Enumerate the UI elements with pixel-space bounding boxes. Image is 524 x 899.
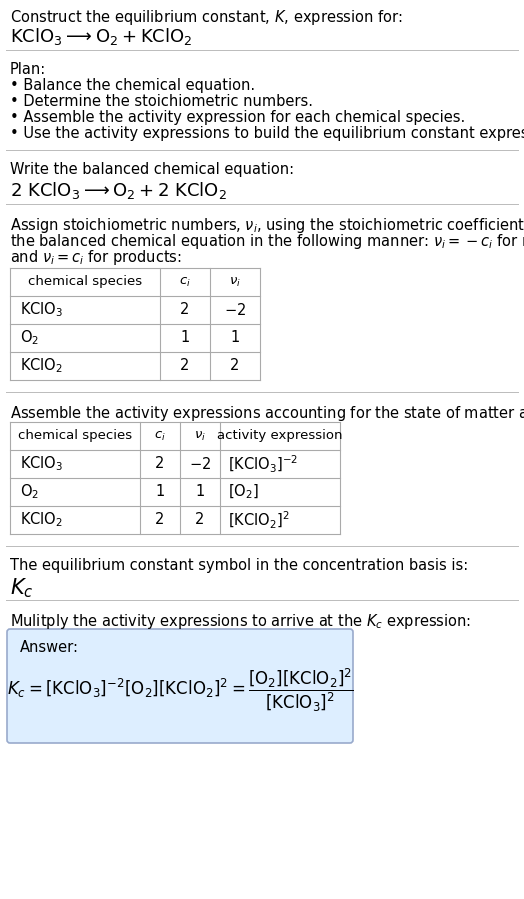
Text: $\mathrm{KClO_3}$: $\mathrm{KClO_3}$ bbox=[20, 455, 63, 474]
Text: $\mathrm{KClO_3}$: $\mathrm{KClO_3}$ bbox=[20, 300, 63, 319]
Text: 2: 2 bbox=[155, 512, 165, 528]
Text: $c_i$: $c_i$ bbox=[179, 275, 191, 289]
Text: the balanced chemical equation in the following manner: $\nu_i = -c_i$ for react: the balanced chemical equation in the fo… bbox=[10, 232, 524, 251]
Text: and $\nu_i = c_i$ for products:: and $\nu_i = c_i$ for products: bbox=[10, 248, 182, 267]
Text: Answer:: Answer: bbox=[20, 640, 79, 655]
Text: 2: 2 bbox=[180, 359, 190, 373]
Text: 2: 2 bbox=[180, 302, 190, 317]
Text: $\mathrm{KClO_3} \longrightarrow \mathrm{O_2} + \mathrm{KClO_2}$: $\mathrm{KClO_3} \longrightarrow \mathrm… bbox=[10, 26, 192, 47]
Text: Write the balanced chemical equation:: Write the balanced chemical equation: bbox=[10, 162, 294, 177]
Text: $\mathrm{KClO_2}$: $\mathrm{KClO_2}$ bbox=[20, 357, 63, 376]
Text: 1: 1 bbox=[180, 331, 190, 345]
Text: chemical species: chemical species bbox=[18, 430, 132, 442]
Text: • Determine the stoichiometric numbers.: • Determine the stoichiometric numbers. bbox=[10, 94, 313, 109]
Text: $-2$: $-2$ bbox=[224, 302, 246, 318]
Text: • Use the activity expressions to build the equilibrium constant expression.: • Use the activity expressions to build … bbox=[10, 126, 524, 141]
Text: $\nu_i$: $\nu_i$ bbox=[229, 275, 241, 289]
Text: Assemble the activity expressions accounting for the state of matter and $\nu_i$: Assemble the activity expressions accoun… bbox=[10, 404, 524, 423]
Text: Mulitply the activity expressions to arrive at the $K_c$ expression:: Mulitply the activity expressions to arr… bbox=[10, 612, 471, 631]
Text: Assign stoichiometric numbers, $\nu_i$, using the stoichiometric coefficients, $: Assign stoichiometric numbers, $\nu_i$, … bbox=[10, 216, 524, 235]
Text: activity expression: activity expression bbox=[217, 430, 343, 442]
Text: $\mathrm{KClO_2}$: $\mathrm{KClO_2}$ bbox=[20, 511, 63, 530]
Text: $\nu_i$: $\nu_i$ bbox=[194, 430, 206, 442]
Text: $-2$: $-2$ bbox=[189, 456, 211, 472]
Text: $\mathrm{2\ KClO_3} \longrightarrow \mathrm{O_2} + \mathrm{2\ KClO_2}$: $\mathrm{2\ KClO_3} \longrightarrow \mat… bbox=[10, 180, 227, 201]
Text: • Assemble the activity expression for each chemical species.: • Assemble the activity expression for e… bbox=[10, 110, 465, 125]
Text: $[\mathrm{KClO_3}]^{-2}$: $[\mathrm{KClO_3}]^{-2}$ bbox=[228, 453, 298, 475]
Text: Plan:: Plan: bbox=[10, 62, 46, 77]
Text: $[\mathrm{KClO_2}]^2$: $[\mathrm{KClO_2}]^2$ bbox=[228, 510, 289, 530]
Text: 2: 2 bbox=[155, 457, 165, 471]
Text: chemical species: chemical species bbox=[28, 275, 142, 289]
Text: Construct the equilibrium constant, $K$, expression for:: Construct the equilibrium constant, $K$,… bbox=[10, 8, 402, 27]
Text: 1: 1 bbox=[156, 485, 165, 500]
Text: 1: 1 bbox=[195, 485, 205, 500]
Text: $\mathrm{O_2}$: $\mathrm{O_2}$ bbox=[20, 483, 39, 502]
Text: $K_c$: $K_c$ bbox=[10, 576, 34, 600]
FancyBboxPatch shape bbox=[7, 629, 353, 743]
Text: $c_i$: $c_i$ bbox=[154, 430, 166, 442]
Text: The equilibrium constant symbol in the concentration basis is:: The equilibrium constant symbol in the c… bbox=[10, 558, 468, 573]
Text: $K_c = [\mathrm{KClO_3}]^{-2} [\mathrm{O_2}] [\mathrm{KClO_2}]^2 = \dfrac{[\math: $K_c = [\mathrm{KClO_3}]^{-2} [\mathrm{O… bbox=[7, 666, 353, 714]
Text: $[\mathrm{O_2}]$: $[\mathrm{O_2}]$ bbox=[228, 483, 259, 502]
Text: • Balance the chemical equation.: • Balance the chemical equation. bbox=[10, 78, 255, 93]
Text: 2: 2 bbox=[195, 512, 205, 528]
Text: 2: 2 bbox=[231, 359, 239, 373]
Text: 1: 1 bbox=[231, 331, 239, 345]
Text: $\mathrm{O_2}$: $\mathrm{O_2}$ bbox=[20, 329, 39, 347]
